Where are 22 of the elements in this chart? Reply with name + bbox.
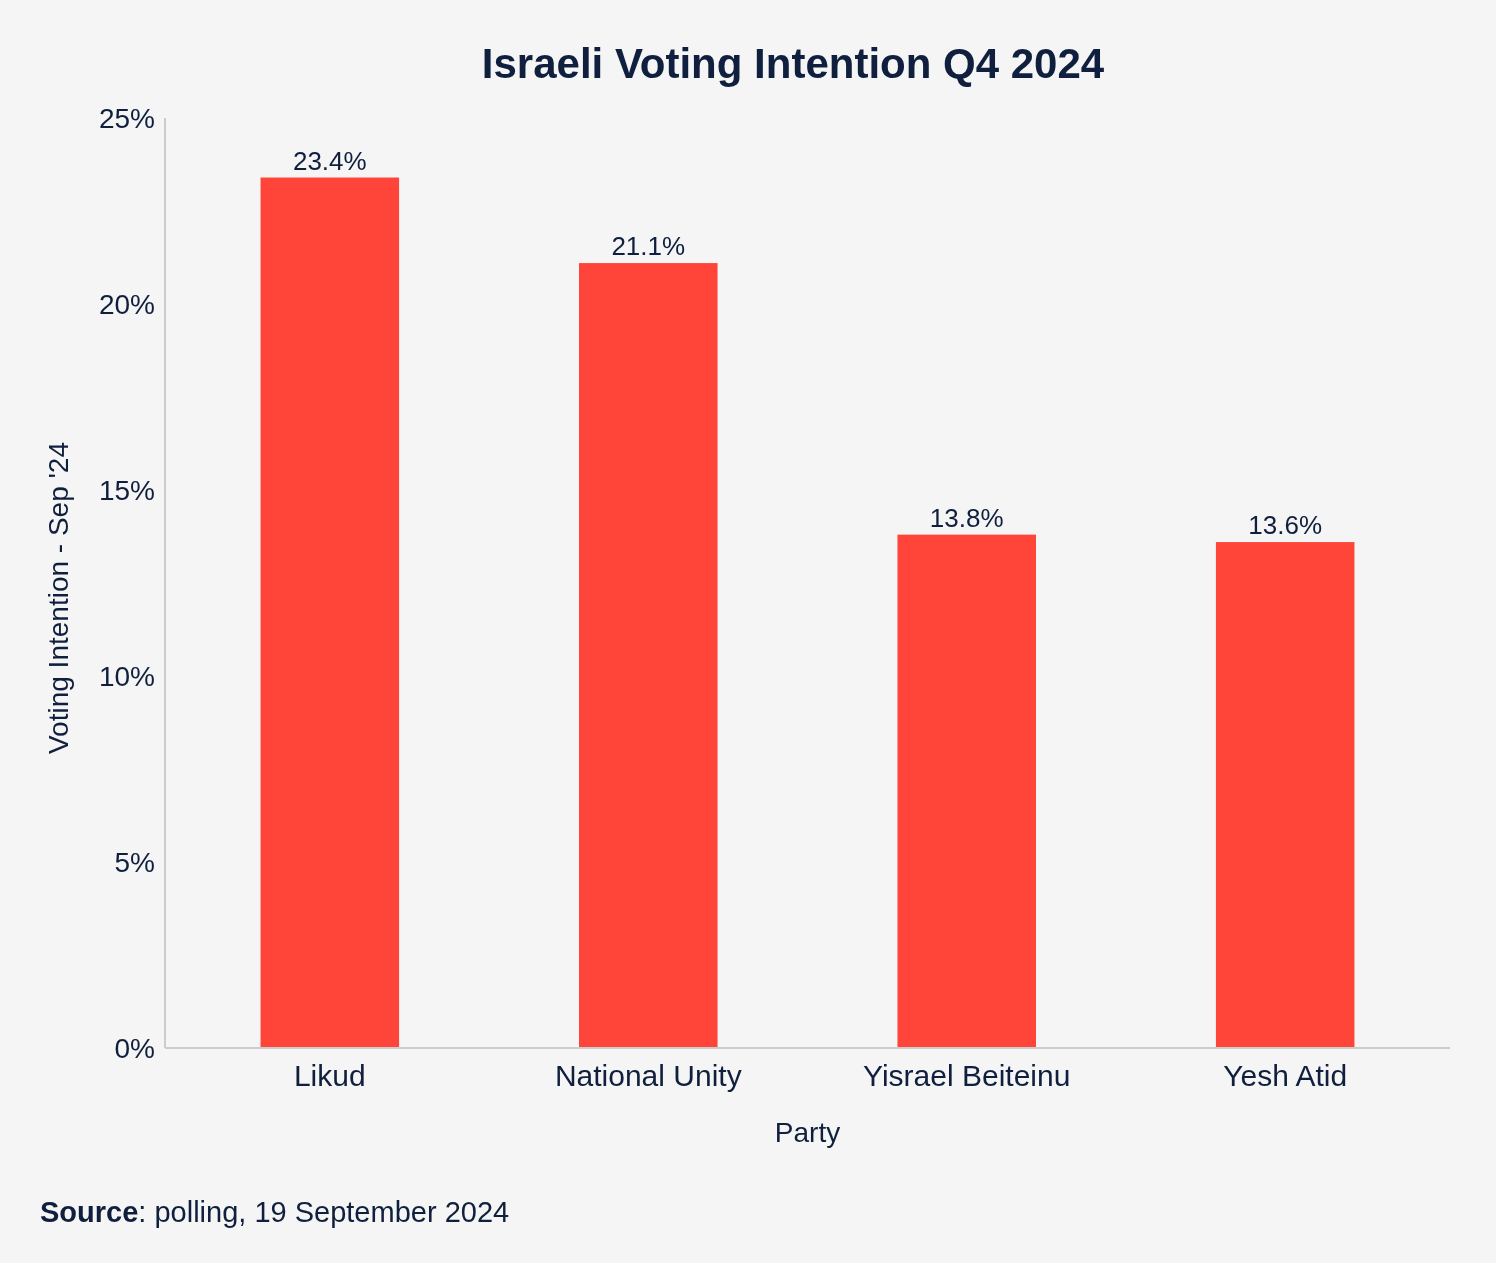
bar [579, 263, 718, 1048]
y-tick-label: 25% [98, 102, 155, 134]
bar [897, 534, 1036, 1048]
source-note: Source: polling, 19 September 2024 [40, 1196, 510, 1228]
y-tick-label: 5% [114, 846, 155, 878]
y-tick-label: 20% [98, 288, 155, 320]
y-axis-title: Voting Intention - Sep '24 [43, 441, 74, 755]
data-label: 13.8% [929, 502, 1004, 533]
x-tick-label: Yesh Atid [1223, 1059, 1348, 1092]
x-axis-title: Party [774, 1117, 841, 1148]
x-tick-label: National Unity [554, 1059, 742, 1092]
data-label: 23.4% [292, 145, 367, 176]
y-tick-label: 10% [98, 660, 155, 692]
y-tick-label: 0% [114, 1032, 155, 1064]
data-label: 21.1% [611, 231, 686, 262]
chart-title: Israeli Voting Intention Q4 2024 [481, 40, 1105, 87]
bar [1215, 542, 1355, 1048]
y-tick-label: 15% [98, 474, 155, 506]
bar [260, 177, 400, 1048]
x-tick-label: Likud [293, 1059, 366, 1092]
data-label: 13.6% [1248, 510, 1323, 541]
x-tick-label: Yisrael Beiteinu [863, 1059, 1071, 1092]
